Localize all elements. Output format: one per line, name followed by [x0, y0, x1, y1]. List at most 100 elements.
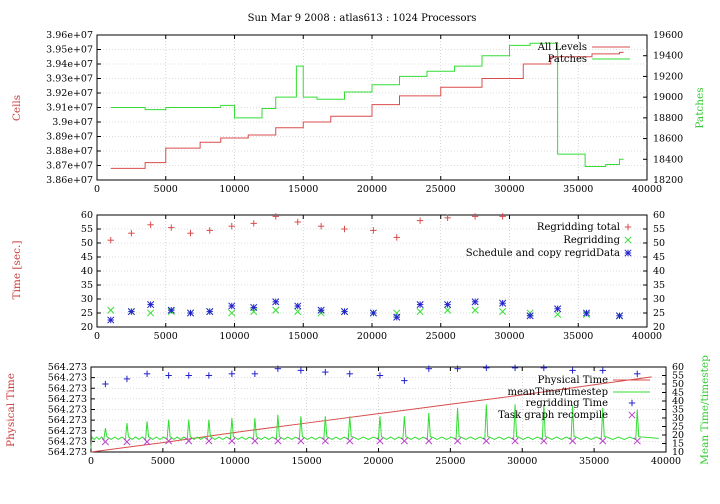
point-task-graph-recompile-d2 — [346, 437, 354, 445]
p1-xtick-label: 25000 — [426, 184, 456, 195]
point-regridding-d2 — [471, 306, 479, 314]
point-schedule-copy-d2 — [526, 312, 534, 320]
physical-time-panel: 0 5000 10000 15000 20000 25000 30000 35000 40000… — [5, 355, 711, 467]
p2-y2tick-label: 55 — [653, 224, 665, 235]
p3-ytick-label: 564.273 — [48, 383, 87, 394]
p3-y2tick-label: 10 — [672, 447, 684, 458]
legend-regridding-total: Regridding total — [537, 222, 620, 233]
p2-y2tick-label: 45 — [653, 252, 665, 263]
point-task-graph-recompile-d2 — [511, 437, 519, 445]
p1-ytick-label: 3.96e+07 — [46, 30, 93, 41]
point-task-graph-recompile-d2 — [540, 437, 548, 445]
point-task-graph-recompile-d2 — [454, 437, 462, 445]
figure-title: Sun Mar 9 2008 : atlas613 : 1024 Process… — [248, 13, 477, 24]
legend-physical-time: Physical Time — [538, 375, 608, 386]
point-schedule-copy-d2 — [416, 301, 424, 309]
panel3-ylabel: Physical Time — [5, 373, 17, 447]
p1-y2tick-label: 19400 — [653, 51, 683, 62]
p2-xtick-label: 10000 — [219, 331, 249, 342]
p1-y2tick-label: 19200 — [653, 71, 683, 82]
p2-xtick-label: 20000 — [357, 331, 387, 342]
p3-y2tick-label: 40 — [672, 396, 684, 407]
point-task-graph-recompile-d2 — [143, 438, 151, 446]
p3-xtick-label: 0 — [88, 456, 94, 467]
p1-xtick-label: 40000 — [632, 184, 662, 195]
p1-y2tick-label: 19600 — [653, 30, 683, 41]
p2-xtick-label: 30000 — [494, 331, 524, 342]
point-task-graph-recompile-d2 — [274, 437, 282, 445]
p1-ytick-label: 3.88e+07 — [46, 146, 93, 157]
p1-ytick-label: 3.86e+07 — [46, 175, 93, 186]
point-schedule-copy-d2 — [369, 309, 377, 317]
point-schedule-copy-d2 — [554, 305, 562, 313]
p3-xtick-label: 20000 — [363, 456, 393, 467]
p3-y2tick-label: 35 — [672, 405, 684, 416]
point-task-graph-recompile-d2 — [251, 437, 259, 445]
point-schedule-copy-d2 — [127, 308, 135, 316]
p1-xtick-label: 15000 — [288, 184, 318, 195]
p3-xtick-label: 25000 — [435, 456, 465, 467]
point-schedule-copy-d2 — [615, 312, 624, 320]
regridding-panel: 0 5000 10000 15000 20000 25000 30000 35000 40000… — [11, 210, 665, 342]
point-schedule-copy-d2 — [340, 308, 349, 316]
point-schedule-copy-d2 — [317, 306, 325, 314]
panel3-legend: Physical Time meanTime/timestep regriddi… — [498, 375, 650, 421]
point-schedule-copy-d2 — [582, 309, 591, 317]
p1-xtick-label: 20000 — [357, 184, 387, 195]
p2-y2tick-label: 20 — [653, 322, 665, 333]
point-schedule-copy-d2 — [206, 308, 214, 316]
p3-y2tick-label: 60 — [672, 362, 684, 373]
p2-ytick-label: 50 — [81, 238, 93, 249]
p3-ytick-label: 564.273 — [48, 373, 87, 384]
p1-ytick-label: 3.92e+07 — [46, 88, 93, 99]
p2-ytick-label: 35 — [81, 280, 93, 291]
point-regridding-d2 — [499, 308, 507, 316]
legend-schedule-copy: Schedule and copy regridData — [466, 248, 620, 259]
point-regridding-d2 — [554, 310, 562, 318]
p3-ytick-label: 564.273 — [48, 436, 87, 447]
p2-ytick-label: 30 — [81, 294, 93, 305]
point-schedule-copy-d2 — [444, 301, 452, 309]
p2-ytick-label: 40 — [81, 266, 93, 277]
p1-ytick-label: 3.93e+07 — [46, 74, 93, 85]
point-task-graph-recompile-d2 — [185, 437, 193, 445]
p1-ytick-label: 3.89e+07 — [46, 132, 93, 143]
p1-ytick-label: 3.9e+07 — [52, 117, 93, 128]
p3-y2tick-label: 55 — [672, 371, 684, 382]
point-task-graph-recompile-d2 — [482, 437, 490, 445]
p3-ytick-label: 564.273 — [48, 415, 87, 426]
point-schedule-copy-d2 — [393, 313, 401, 321]
legend-regridding: Regridding — [563, 235, 620, 246]
point-schedule-copy-d2 — [186, 309, 195, 317]
p2-y2tick-label: 30 — [653, 294, 665, 305]
point-schedule-copy-d2 — [107, 316, 115, 324]
legend-task-graph: Task graph recompile — [498, 410, 608, 421]
legend-patches: Patches — [548, 54, 587, 65]
p2-xtick-label: 15000 — [288, 331, 318, 342]
p1-xtick-label: 35000 — [563, 184, 593, 195]
p3-y2tick-label: 50 — [672, 379, 684, 390]
panel3-y2label: Mean Time/timestep — [699, 355, 711, 465]
panel2-legend: Regridding total Regridding Schedule and… — [466, 222, 632, 259]
point-task-graph-recompile-d2 — [321, 437, 329, 445]
point-regridding-d2 — [272, 306, 280, 314]
p2-y2tick-label: 60 — [653, 210, 665, 221]
p2-y2tick-label: 50 — [653, 238, 665, 249]
point-task-graph-recompile-d2 — [633, 437, 641, 445]
panel1-y2label: Patches — [694, 87, 706, 128]
p3-ytick-label: 564.273 — [48, 447, 87, 458]
point-task-graph-recompile-d2 — [297, 437, 305, 445]
point-regridding-d2 — [147, 309, 155, 317]
point-task-graph-recompile-d2 — [101, 438, 109, 446]
p2-xtick-label: 0 — [94, 331, 100, 342]
p3-y2tick-label: 45 — [672, 388, 684, 399]
p2-xtick-label: 25000 — [426, 331, 456, 342]
p1-xtick-label: 10000 — [219, 184, 249, 195]
point-schedule-copy-d2 — [250, 303, 258, 311]
p1-y2tick-label: 18800 — [653, 113, 683, 124]
p3-xtick-label: 40000 — [651, 456, 681, 467]
p1-ytick-label: 3.94e+07 — [46, 59, 93, 70]
p2-xtick-label: 35000 — [563, 331, 593, 342]
point-task-graph-recompile-d2 — [123, 438, 131, 446]
